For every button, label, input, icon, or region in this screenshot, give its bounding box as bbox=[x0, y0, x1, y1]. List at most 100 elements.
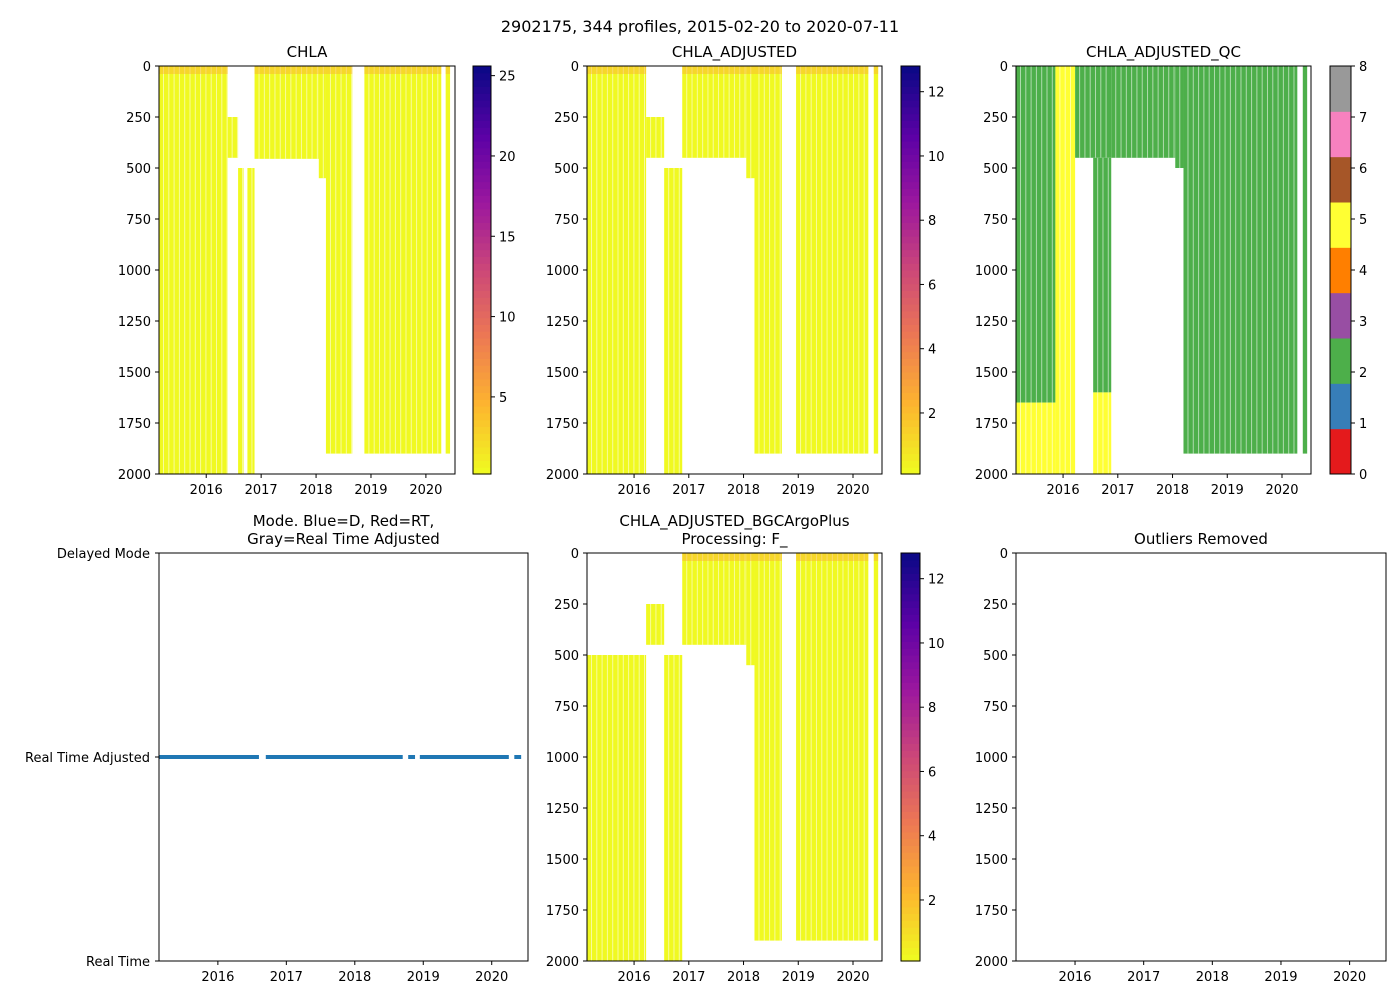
plot-area bbox=[1016, 66, 1308, 474]
profile-gap bbox=[628, 66, 630, 474]
profile-gap bbox=[596, 655, 598, 961]
y-tick-label: Real Time Adjusted bbox=[25, 751, 150, 766]
profile-gap bbox=[650, 604, 652, 645]
profile-gap bbox=[831, 553, 833, 941]
colorbar-band bbox=[901, 467, 920, 475]
profile-gap bbox=[779, 553, 781, 941]
colorbar: 2 4 6 8 10 12 bbox=[900, 552, 945, 962]
profile-gap bbox=[410, 66, 412, 454]
profile-gap bbox=[316, 66, 318, 159]
colorbar-band bbox=[901, 385, 920, 393]
colorbar-band bbox=[901, 446, 920, 455]
x-tick-label: 2019 bbox=[1211, 483, 1244, 498]
profile-gap bbox=[763, 553, 765, 941]
y-tick-label: 0 bbox=[571, 60, 579, 75]
colorbar-band bbox=[473, 358, 491, 366]
colorbar-band bbox=[901, 927, 920, 935]
colorbar-band bbox=[901, 310, 920, 319]
profile-gap bbox=[712, 66, 714, 158]
profile-gap bbox=[678, 655, 680, 961]
x-tick-label: 2020 bbox=[836, 970, 869, 985]
profile-gap bbox=[617, 66, 619, 474]
profile-gap bbox=[842, 553, 844, 941]
axes-frame bbox=[1015, 552, 1387, 962]
colorbar-tick-label: 2 bbox=[1359, 366, 1367, 381]
colorbar-band bbox=[473, 86, 491, 94]
colorbar-band bbox=[901, 757, 920, 765]
profile-gap bbox=[1102, 392, 1104, 474]
data-profile-block bbox=[364, 66, 442, 454]
profile-gap bbox=[758, 66, 760, 454]
plot-title: CHLA_ADJUSTED bbox=[672, 43, 797, 62]
data-profile-block bbox=[325, 66, 353, 454]
colorbar-band bbox=[901, 763, 920, 772]
profile-gap bbox=[1293, 66, 1295, 454]
data-profile-block bbox=[1183, 66, 1298, 454]
colorbar-band bbox=[901, 661, 920, 670]
profile-gap bbox=[1251, 66, 1253, 454]
colorbar-band bbox=[901, 270, 920, 278]
profile-gap bbox=[1105, 66, 1107, 158]
profile-gap bbox=[622, 655, 624, 961]
profile-gap bbox=[1213, 66, 1215, 454]
profile-gap bbox=[178, 66, 180, 474]
y-tick-label: 500 bbox=[983, 649, 1008, 664]
colorbar-band bbox=[901, 181, 920, 189]
profile-gap bbox=[837, 553, 839, 941]
profile-gap bbox=[1192, 66, 1194, 454]
colorbar-band bbox=[473, 120, 491, 128]
colorbar-band bbox=[901, 682, 920, 690]
profile-gap bbox=[295, 66, 297, 159]
colorbar-band bbox=[901, 283, 920, 291]
mode-marker-run bbox=[265, 755, 403, 759]
profile-gap bbox=[837, 66, 839, 454]
profile-gap bbox=[800, 553, 802, 941]
profile-gap bbox=[712, 553, 714, 645]
y-tick-label: 500 bbox=[983, 162, 1008, 177]
profile-gap bbox=[373, 66, 375, 454]
profile-gap bbox=[263, 66, 265, 159]
colorbar-band bbox=[473, 208, 491, 217]
colorbar-band bbox=[901, 906, 920, 914]
y-tick-label: 1000 bbox=[975, 264, 1008, 279]
colorbar-band bbox=[901, 668, 920, 676]
profile-gap bbox=[853, 553, 855, 941]
axes-frame bbox=[158, 552, 529, 962]
colorbar-band bbox=[473, 412, 491, 421]
surface-bloom bbox=[754, 553, 782, 561]
colorbar-band bbox=[473, 72, 491, 81]
surface-bloom bbox=[746, 66, 755, 74]
y-tick-label: 1500 bbox=[546, 366, 579, 381]
subplot-chla_adjusted: CHLA_ADJUSTED 0 250 500 750 1000 1250 1500 1750 2… bbox=[546, 43, 945, 498]
colorbar-tick-label: 10 bbox=[928, 637, 945, 652]
y-tick-label: 1500 bbox=[975, 853, 1008, 868]
y-tick-label: 250 bbox=[554, 598, 579, 613]
colorbar-band bbox=[901, 106, 920, 115]
colorbar-band bbox=[473, 304, 491, 312]
data-profile-block bbox=[227, 117, 239, 158]
y-tick-label: 1250 bbox=[546, 315, 579, 330]
colorbar-band bbox=[901, 600, 920, 608]
profile-gap bbox=[606, 66, 608, 474]
colorbar-band bbox=[901, 811, 920, 819]
profile-gap bbox=[686, 553, 688, 645]
colorbar-band bbox=[901, 634, 920, 642]
surface-bloom bbox=[796, 66, 869, 74]
colorbar-band bbox=[901, 460, 920, 468]
y-tick-label: 1750 bbox=[546, 417, 579, 432]
colorbar-band bbox=[473, 140, 491, 149]
colorbar-band bbox=[901, 188, 920, 196]
y-tick-label: 250 bbox=[983, 111, 1008, 126]
colorbar-class bbox=[1330, 247, 1351, 294]
axes-frame bbox=[586, 65, 883, 475]
y-tick-label: 1750 bbox=[975, 904, 1008, 919]
y-tick-label: Delayed Mode bbox=[57, 547, 150, 562]
profile-gap bbox=[810, 553, 812, 941]
subplot-chla_adjusted_qc: CHLA_ADJUSTED_QC025050075010001250150017… bbox=[975, 43, 1367, 498]
colorbar-band bbox=[473, 351, 491, 359]
profile-gap bbox=[1208, 66, 1210, 454]
colorbar-band bbox=[473, 467, 491, 475]
profile-gap bbox=[655, 117, 657, 158]
colorbar-band bbox=[901, 276, 920, 285]
profile-gap bbox=[826, 553, 828, 941]
